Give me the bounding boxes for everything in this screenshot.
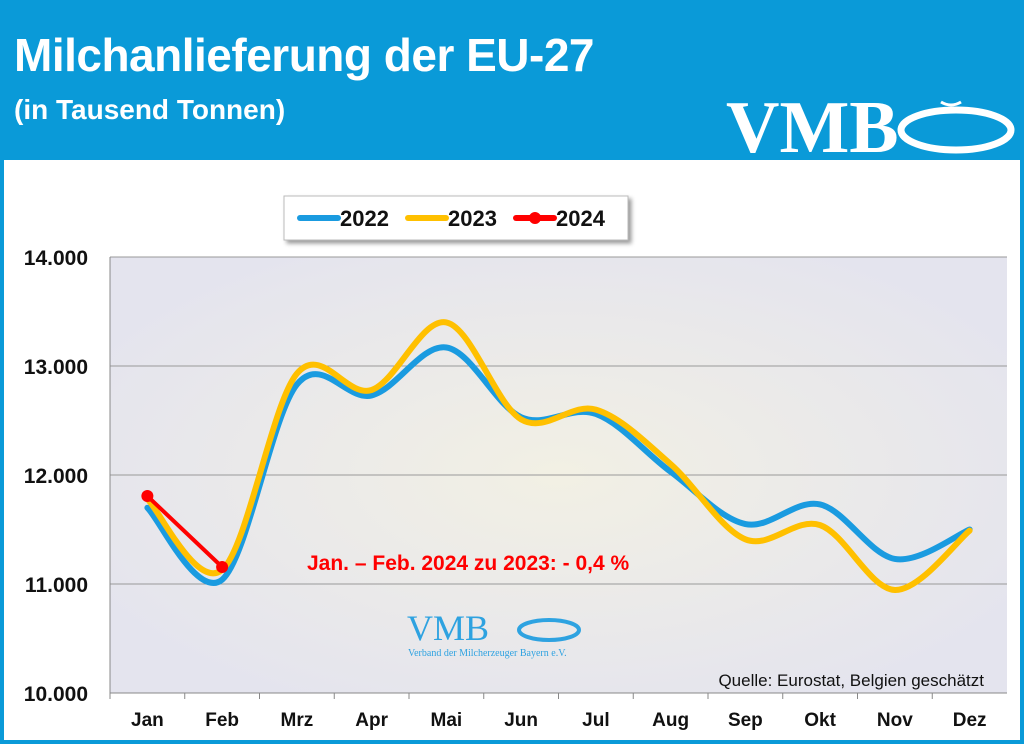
series-line-2023 (144, 319, 973, 593)
watermark-caption: Verband der Milcherzeuger Bayern e.V. (408, 648, 567, 659)
x-tick-label: Mai (431, 710, 463, 731)
svg-text:VMB: VMB (726, 87, 899, 158)
legend-label-2023: 2023 (448, 206, 497, 231)
y-tick-label: 14.000 (24, 247, 88, 270)
legend: 2022 2023 2024 (283, 195, 629, 241)
watermark-logo: VMB Verband der Milcherzeuger Bayern e.V… (407, 608, 581, 659)
data-point-2024 (216, 560, 229, 573)
legend-label-2024: 2024 (556, 206, 606, 231)
chart-panel: 10.000 11.000 12.000 13.000 14.000 Jan Feb Mrz… (2, 158, 1022, 742)
page-subtitle: (in Tausend Tonnen) (14, 94, 286, 125)
vmb-logo: VMB (726, 87, 1015, 158)
legend-label-2022: 2022 (340, 206, 389, 231)
y-tick-label: 12.000 (24, 465, 88, 488)
x-tick-label: Sep (728, 710, 763, 731)
x-tick-label: Jun (504, 710, 538, 731)
x-tick-label: Jul (582, 710, 609, 731)
data-point-2024 (141, 490, 154, 503)
legend-marker-2024 (529, 212, 541, 224)
chart: 10.000 11.000 12.000 13.000 14.000 Jan Feb Mrz… (24, 195, 1007, 731)
source-note: Quelle: Eurostat, Belgien geschätzt (718, 671, 984, 690)
x-tick-label: Okt (804, 710, 836, 731)
x-tick-label: Jan (131, 710, 164, 731)
x-tick-label: Nov (877, 710, 913, 731)
series-line-2024 (145, 494, 225, 569)
annotation: Jan. – Feb. 2024 zu 2023: - 0,4 % (307, 552, 629, 575)
x-tick-label: Mrz (281, 710, 314, 731)
y-tick-label: 11.000 (25, 574, 88, 597)
x-tick-label: Dez (953, 710, 987, 731)
x-tick-label: Apr (355, 710, 388, 731)
svg-text:VMB: VMB (407, 608, 489, 648)
y-tick-label: 10.000 (24, 683, 88, 706)
y-tick-label: 13.000 (24, 356, 88, 379)
x-tick-label: Aug (652, 710, 689, 731)
page-title: Milchanlieferung der EU-27 (14, 29, 595, 81)
x-tick-label: Feb (205, 710, 239, 731)
